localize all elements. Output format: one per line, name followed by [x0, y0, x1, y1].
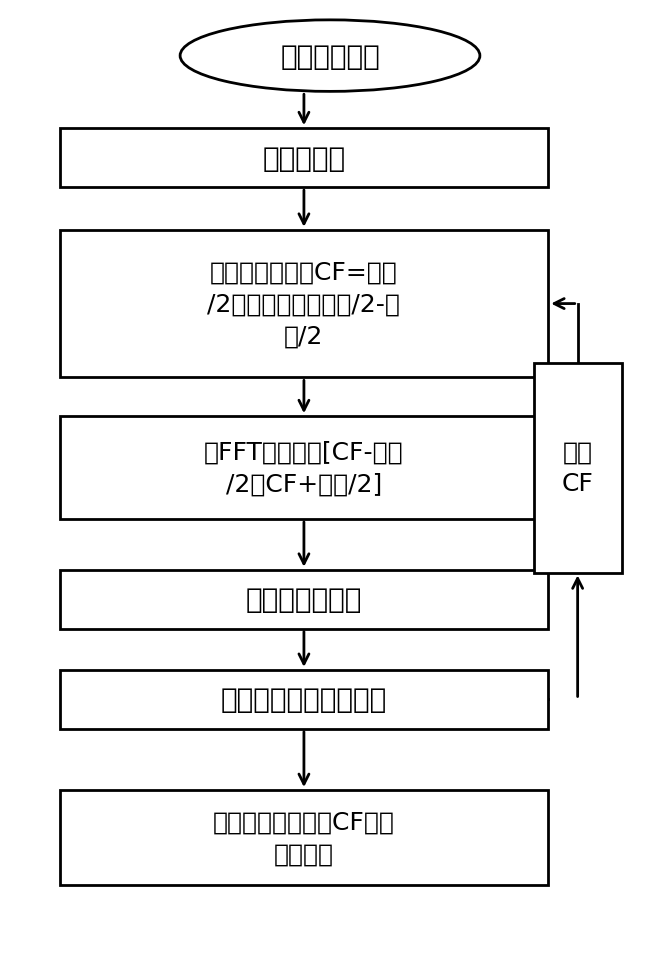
FancyBboxPatch shape — [59, 231, 548, 378]
Text: 确定中心频率：CF=带宽
/2：步长：采样频率/2-带
宽/2: 确定中心频率：CF=带宽 /2：步长：采样频率/2-带 宽/2 — [207, 260, 401, 348]
Text: 原始振动信号: 原始振动信号 — [280, 42, 380, 70]
Text: 计算该区间谱线的峭度: 计算该区间谱线的峭度 — [221, 685, 387, 714]
Text: 傅里叶变换: 傅里叶变换 — [263, 144, 345, 172]
FancyBboxPatch shape — [59, 417, 548, 520]
Text: 变换
CF: 变换 CF — [562, 440, 593, 496]
Ellipse shape — [180, 21, 480, 92]
Text: 计算窄带包络线: 计算窄带包络线 — [246, 585, 362, 613]
FancyBboxPatch shape — [59, 790, 548, 885]
Text: 在FFT谱上选取[CF-带宽
/2，CF+带宽/2]: 在FFT谱上选取[CF-带宽 /2，CF+带宽/2] — [204, 440, 404, 496]
FancyBboxPatch shape — [534, 363, 622, 573]
FancyBboxPatch shape — [59, 670, 548, 729]
FancyBboxPatch shape — [59, 129, 548, 188]
FancyBboxPatch shape — [59, 570, 548, 629]
Text: 绘制图形，横轴是CF，纵
轴是峭度: 绘制图形，横轴是CF，纵 轴是峭度 — [213, 810, 395, 866]
